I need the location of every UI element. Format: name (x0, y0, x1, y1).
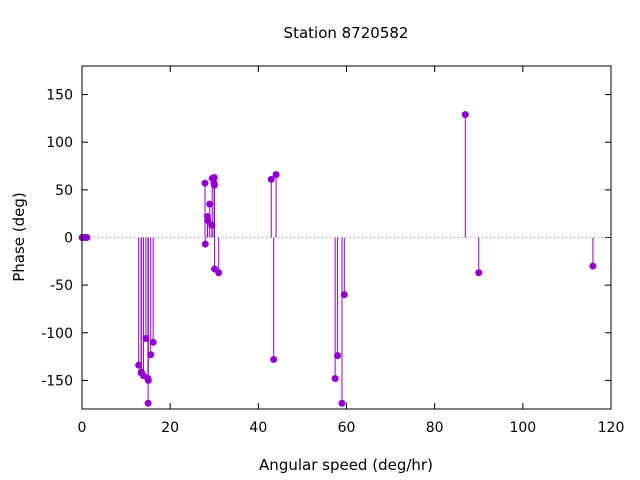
y-axis-label: Phase (deg) (10, 192, 28, 282)
x-tick-label: 40 (249, 420, 267, 436)
data-point (144, 399, 152, 407)
x-tick-label: 20 (161, 420, 179, 436)
data-point (340, 291, 348, 299)
data-point (149, 338, 157, 346)
y-tick-label: 150 (46, 88, 73, 104)
data-point (334, 352, 342, 360)
y-tick-label: -100 (41, 326, 73, 342)
data-point (461, 111, 469, 119)
data-point (201, 240, 209, 248)
y-tick-label: -150 (41, 373, 73, 389)
plot-border (81, 65, 612, 410)
data-point (206, 200, 214, 208)
y-tick-label: -50 (50, 278, 73, 294)
y-tick-label: 0 (64, 231, 73, 247)
x-tick-label: 100 (509, 420, 536, 436)
x-tick-label: 60 (338, 420, 356, 436)
data-point (475, 269, 483, 277)
data-point (589, 262, 597, 270)
x-tick-label: 0 (78, 420, 87, 436)
data-point (201, 179, 209, 187)
x-tick-label: 80 (426, 420, 444, 436)
data-point (210, 173, 218, 181)
chart-title: Station 8720582 (284, 24, 409, 42)
data-point (267, 175, 275, 183)
x-axis-label: Angular speed (deg/hr) (259, 456, 433, 474)
data-point (215, 269, 223, 277)
data-point (83, 234, 91, 241)
data-point (210, 181, 218, 189)
data-point (147, 351, 155, 359)
data-point (338, 399, 346, 407)
data-point (270, 355, 278, 363)
x-tick-label: 120 (598, 420, 625, 436)
data-point (144, 376, 152, 384)
data-point (272, 171, 280, 179)
data-point (135, 361, 143, 369)
data-point (331, 375, 339, 383)
y-tick-label: 50 (55, 183, 73, 199)
y-tick-label: 100 (46, 135, 73, 151)
